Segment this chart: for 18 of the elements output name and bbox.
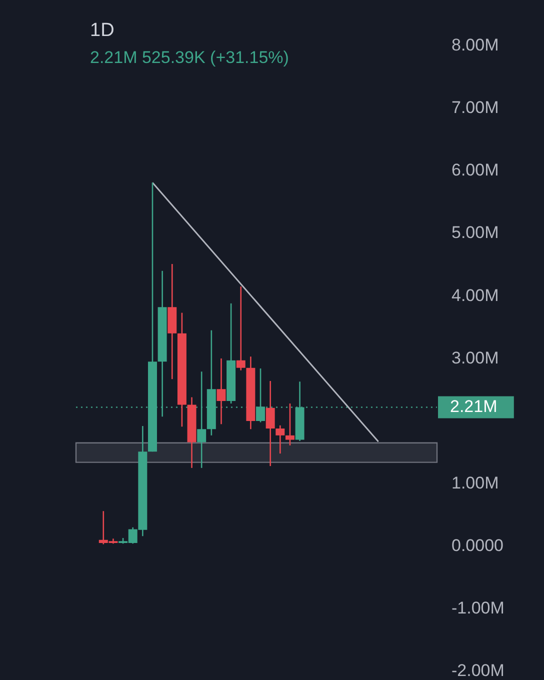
- y-tick-label: 6.00M: [452, 160, 499, 180]
- y-tick-label: -1.00M: [452, 598, 504, 618]
- ref-line-label: 2.21M: [450, 397, 498, 416]
- y-tick-label: 3.00M: [452, 348, 499, 368]
- candlestick: [236, 286, 246, 371]
- candlestick: [276, 424, 285, 454]
- text: 1D: [90, 20, 114, 41]
- text: 2.21M 525.39K (+31.15%): [90, 48, 289, 67]
- y-tick-label: 5.00M: [452, 223, 499, 242]
- y-tick-label: 8.00M: [452, 36, 499, 55]
- y-tick-label: 7.00M: [452, 98, 499, 118]
- y-tick-label: -2.00M: [452, 661, 504, 680]
- y-tick-label: 1.00M: [452, 473, 499, 492]
- candlestick: [216, 358, 226, 425]
- y-tick-label: 4.00M: [452, 286, 499, 305]
- candlestick: [266, 380, 275, 467]
- candlestick: [285, 402, 294, 446]
- y-tick-label: 0.0000: [452, 536, 504, 555]
